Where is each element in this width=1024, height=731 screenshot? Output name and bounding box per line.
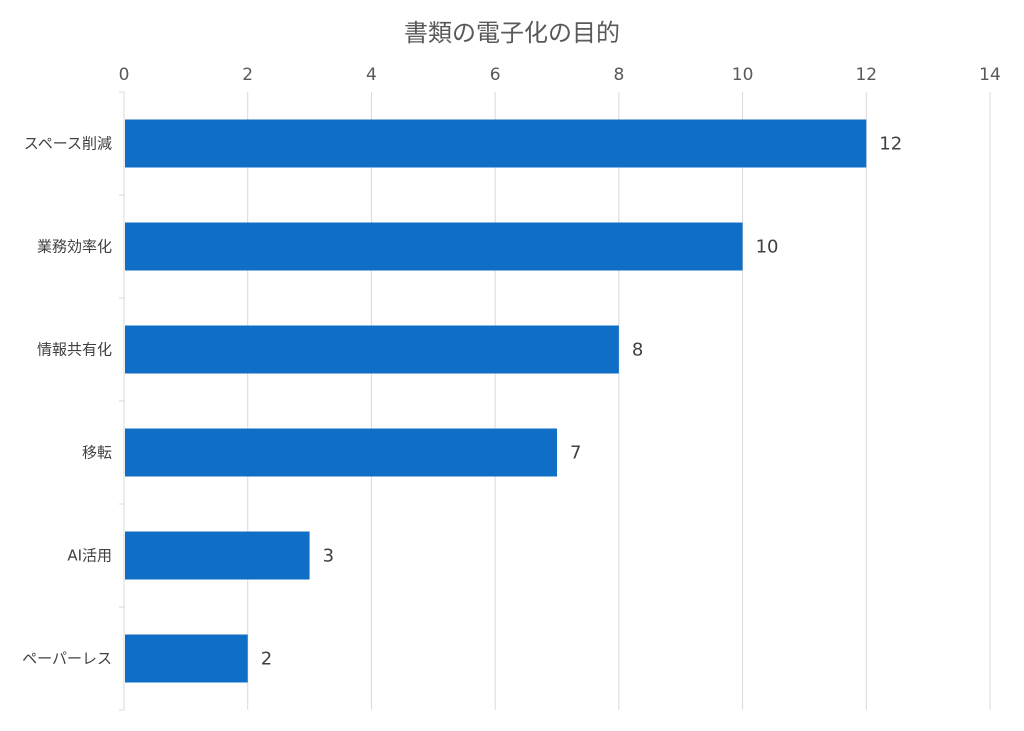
x-tick-label: 12 xyxy=(855,65,877,85)
bar xyxy=(125,119,867,168)
x-tick-label: 2 xyxy=(242,65,253,85)
bar xyxy=(125,222,743,271)
x-axis-ticks: 0 2 4 6 8 10 12 14 xyxy=(119,65,1001,85)
chart-title: 書類の電子化の目的 xyxy=(404,19,620,47)
x-tick-label: 10 xyxy=(732,65,754,85)
category-label: スペース削減 xyxy=(24,135,112,153)
category-label: 移転 xyxy=(82,444,112,462)
data-label: 10 xyxy=(756,237,779,258)
x-tick-label: 8 xyxy=(613,65,624,85)
bar xyxy=(125,634,248,683)
x-tick-label: 0 xyxy=(119,65,130,85)
data-label: 12 xyxy=(879,134,902,155)
bars xyxy=(125,119,867,683)
data-label: 7 xyxy=(570,443,581,464)
category-label: 業務効率化 xyxy=(37,238,112,256)
category-label: AI活用 xyxy=(67,547,112,565)
bar xyxy=(125,428,557,477)
gridlines xyxy=(119,91,991,711)
data-label: 2 xyxy=(261,649,272,670)
bar xyxy=(125,531,310,580)
x-tick-label: 14 xyxy=(979,65,1001,85)
bar xyxy=(125,325,619,374)
data-labels: 12 10 8 7 3 2 xyxy=(261,134,902,670)
data-label: 8 xyxy=(632,340,643,361)
category-label: 情報共有化 xyxy=(37,341,112,359)
category-label: ペーパーレス xyxy=(22,650,112,668)
x-tick-label: 4 xyxy=(366,65,377,85)
data-label: 3 xyxy=(323,546,334,567)
x-tick-label: 6 xyxy=(490,65,501,85)
